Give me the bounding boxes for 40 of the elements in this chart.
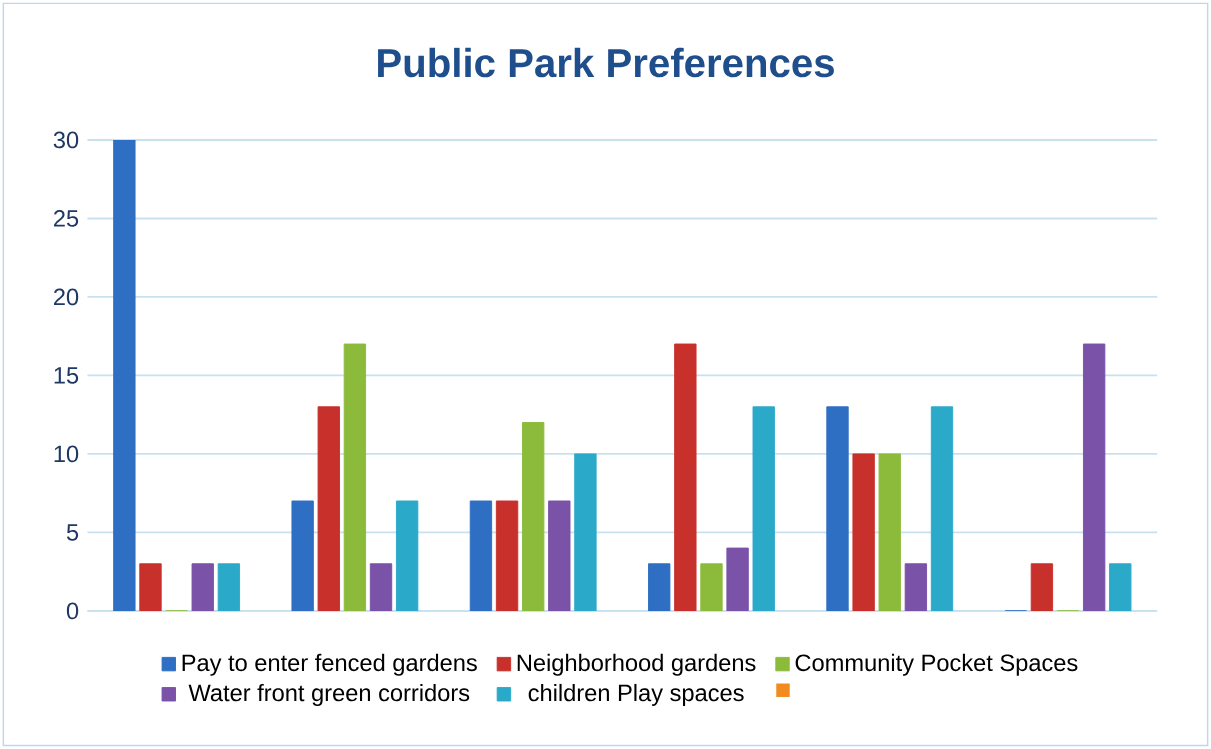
bar [574,453,597,611]
bar [191,563,214,611]
bar [317,406,340,611]
y-tick-label: 5 [66,524,79,541]
bar [1030,563,1054,611]
bar [904,563,928,611]
legend-label: children Play spaces [528,684,744,707]
bar [369,563,393,611]
bar [291,500,314,611]
bar [395,500,419,611]
bar [826,406,849,611]
y-tick-label: 0 [66,602,79,620]
bar [726,547,749,611]
legend-label: Community Pocket Spaces [795,653,1078,676]
bar [217,563,241,611]
bar [1109,563,1132,611]
bar [700,563,723,611]
bar [469,500,493,611]
bar [113,140,136,611]
bar [930,406,954,611]
bar [522,422,545,611]
bar [139,563,162,611]
y-tick-label: 30 [53,131,79,149]
bar [752,406,775,611]
y-tick-label: 15 [54,367,79,384]
chart-title: Public Park Preferences [378,47,834,78]
legend-label: Neighborhood gardens [517,653,756,676]
bar [878,453,901,611]
bar [548,500,571,611]
bar [648,563,671,611]
bar [343,343,367,611]
bar [495,500,519,611]
bar [1082,343,1106,611]
y-tick-label: 20 [54,288,79,306]
legend-label: Water front green corridors [188,684,470,707]
bar [674,343,697,611]
y-tick-label: 25 [54,210,79,227]
y-tick-label: 10 [54,445,79,463]
bar [852,453,875,611]
legend-label: Pay to enter fenced gardens [182,653,477,676]
